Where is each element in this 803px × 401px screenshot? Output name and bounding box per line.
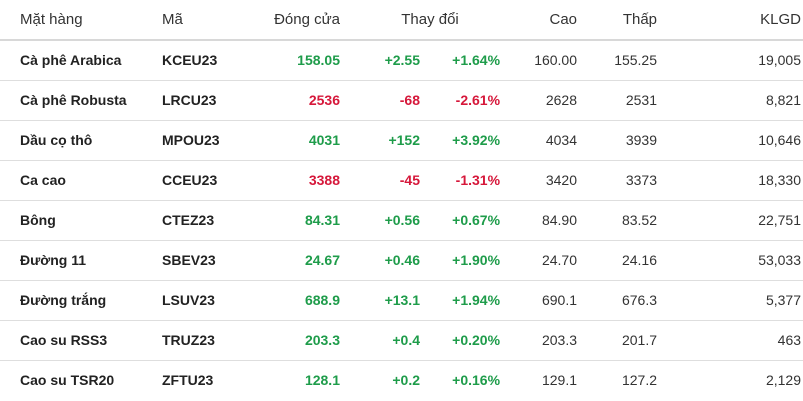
cell-name: Cao su TSR20	[20, 372, 115, 389]
cell-volume: 10,646	[758, 132, 802, 148]
table-row[interactable]: Đường 11 SBEV23 24.67 +0.46 +1.90% 24.70 24.16…	[0, 240, 803, 280]
cell-close: 203.3	[304, 332, 340, 348]
cell-volume: 19,005	[758, 52, 802, 69]
cell-change-percent: +1.64%	[452, 52, 501, 69]
cell-symbol: TRUZ23	[162, 332, 215, 348]
cell-close: 24.67	[304, 252, 340, 268]
table-row[interactable]: Ca cao CCEU23 3388 -45 -1.31% 3420 3373 18,330	[0, 160, 803, 200]
cell-close: 84.31	[304, 212, 340, 228]
header-symbol[interactable]: Mã	[160, 0, 255, 41]
cell-change-percent: +1.90%	[452, 252, 501, 268]
cell-low: 201.7	[621, 332, 658, 348]
cell-change: +0.56	[384, 212, 420, 228]
cell-symbol: MPOU23	[162, 132, 220, 148]
cell-name: Bông	[20, 212, 56, 228]
cell-low: 127.2	[621, 372, 658, 389]
header-close[interactable]: Đóng cửa	[255, 0, 340, 41]
cell-volume: 2,129	[765, 372, 802, 389]
cell-symbol: SBEV23	[162, 252, 216, 268]
table-row[interactable]: Cà phê Robusta LRCU23 2536 -68 -2.61% 2628 253…	[0, 80, 803, 120]
cell-change: +2.55	[384, 52, 420, 69]
cell-symbol: ZFTU23	[162, 372, 214, 389]
cell-high: 690.1	[541, 292, 578, 308]
header-change[interactable]: Thay đổi	[340, 0, 501, 41]
cell-change: +152	[388, 132, 420, 148]
cell-high: 160.00	[534, 52, 578, 69]
cell-volume: 5,377	[765, 292, 802, 308]
cell-change: +0.2	[392, 372, 420, 389]
cell-name: Cà phê Robusta	[20, 92, 127, 108]
cell-name: Cà phê Arabica	[20, 52, 122, 69]
cell-change-percent: +3.92%	[452, 132, 501, 148]
cell-name: Ca cao	[20, 172, 66, 188]
cell-low: 24.16	[621, 252, 658, 268]
cell-high: 24.70	[541, 252, 578, 268]
cell-name: Dầu cọ thô	[20, 132, 93, 148]
cell-volume: 8,821	[765, 92, 802, 108]
cell-close: 3388	[308, 172, 340, 188]
cell-change-percent: -1.31%	[455, 172, 501, 188]
cell-low: 3373	[625, 172, 658, 188]
header-name[interactable]: Mặt hàng	[0, 0, 160, 41]
cell-symbol: KCEU23	[162, 52, 218, 69]
cell-high: 2628	[545, 92, 578, 108]
header-high[interactable]: Cao	[500, 0, 578, 41]
cell-high: 4034	[545, 132, 578, 148]
cell-change-percent: -2.61%	[455, 92, 501, 108]
table-row[interactable]: Cao su RSS3 TRUZ23 203.3 +0.4 +0.20% 203.3 201…	[0, 320, 803, 360]
cell-low: 2531	[625, 92, 658, 108]
cell-change-percent: +0.67%	[452, 212, 501, 228]
table-body: Cà phê Arabica KCEU23 158.05 +2.55 +1.64% 160…	[0, 40, 803, 400]
cell-low: 83.52	[621, 212, 658, 228]
header-row: Mặt hàng Mã Đóng cửa Thay đổi Cao Thấp K…	[0, 0, 803, 41]
cell-change: -68	[399, 92, 420, 108]
cell-symbol: LSUV23	[162, 292, 215, 308]
cell-change: +13.1	[384, 292, 420, 308]
cell-close: 688.9	[304, 292, 340, 308]
cell-change: +0.4	[392, 332, 420, 348]
cell-close: 128.1	[304, 372, 340, 389]
header-low[interactable]: Thấp	[577, 0, 658, 41]
cell-low: 3939	[625, 132, 658, 148]
cell-volume: 22,751	[758, 212, 802, 228]
cell-symbol: CCEU23	[162, 172, 218, 188]
cell-volume: 18,330	[758, 172, 802, 188]
cell-symbol: CTEZ23	[162, 212, 215, 228]
table-row[interactable]: Đường trắng LSUV23 688.9 +13.1 +1.94% 690.1 67…	[0, 280, 803, 320]
cell-name: Đường trắng	[20, 292, 107, 308]
cell-symbol: LRCU23	[162, 92, 217, 108]
cell-change: +0.46	[384, 252, 420, 268]
table-row[interactable]: Cà phê Arabica KCEU23 158.05 +2.55 +1.64% 160…	[0, 40, 803, 80]
cell-change-percent: +0.20%	[452, 332, 501, 348]
cell-low: 676.3	[621, 292, 658, 308]
cell-close: 2536	[308, 92, 340, 108]
cell-high: 84.90	[541, 212, 578, 228]
cell-high: 3420	[545, 172, 578, 188]
cell-change-percent: +0.16%	[452, 372, 501, 389]
cell-low: 155.25	[614, 52, 658, 69]
cell-high: 203.3	[541, 332, 578, 348]
cell-change-percent: +1.94%	[452, 292, 501, 308]
cell-close: 158.05	[297, 52, 340, 69]
table-row[interactable]: Dầu cọ thô MPOU23 4031 +152 +3.92% 4034 3939 10…	[0, 120, 803, 160]
table-header: Mặt hàng Mã Đóng cửa Thay đổi Cao Thấp K…	[0, 0, 803, 41]
cell-change: -45	[399, 172, 420, 188]
cell-close: 4031	[308, 132, 340, 148]
cell-volume: 463	[777, 332, 802, 348]
table-row[interactable]: Cao su TSR20 ZFTU23 128.1 +0.2 +0.16% 129.1 12…	[0, 360, 803, 400]
cell-volume: 53,033	[758, 252, 802, 268]
table-row[interactable]: Bông CTEZ23 84.31 +0.56 +0.67% 84.90 83.52 22,7…	[0, 200, 803, 240]
header-volume[interactable]: KLGD	[657, 0, 803, 41]
cell-high: 129.1	[541, 372, 578, 389]
cell-name: Đường 11	[20, 252, 86, 268]
cell-name: Cao su RSS3	[20, 332, 108, 348]
